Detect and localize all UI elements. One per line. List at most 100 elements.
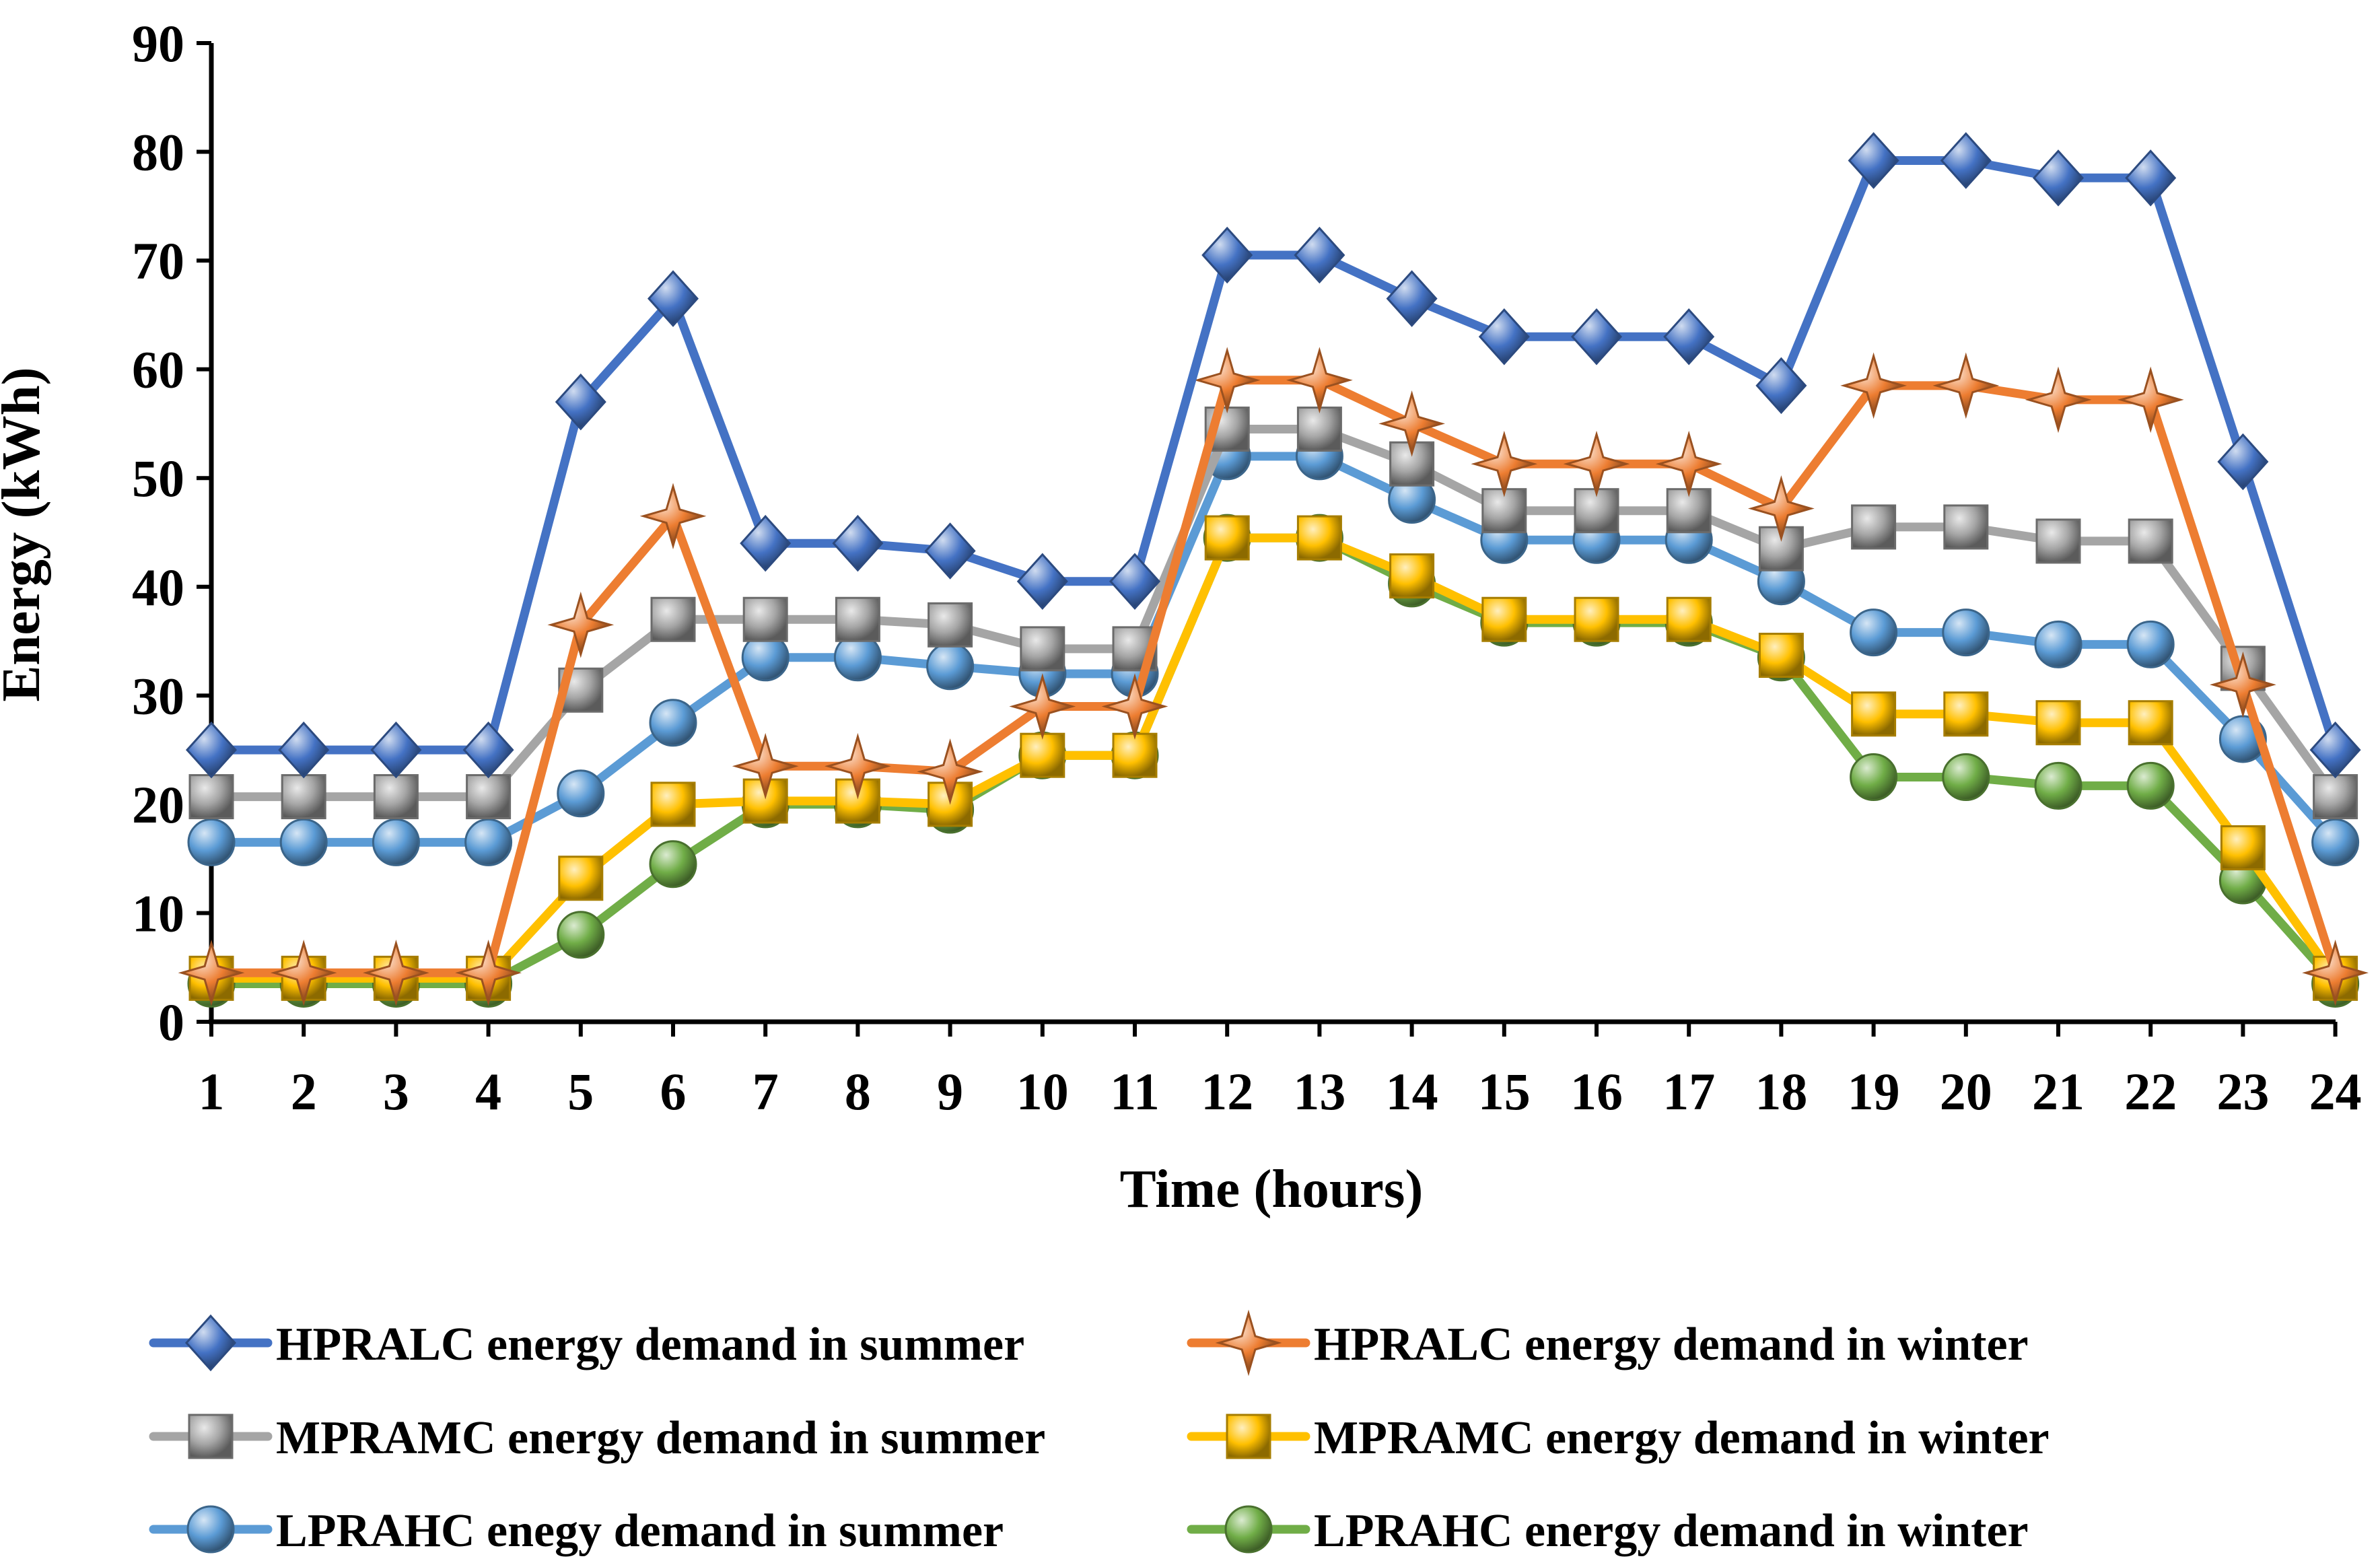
legend-label: LPRAHC energy demand in winter [1314, 1505, 2029, 1557]
y-tick-label: 10 [132, 884, 184, 942]
data-point [1666, 596, 1712, 642]
data-point [1942, 608, 1990, 657]
data-point [372, 818, 420, 866]
x-tick-label: 19 [1848, 1062, 1900, 1121]
data-point [1386, 270, 1438, 327]
data-point [2311, 818, 2360, 866]
data-point [1574, 596, 1619, 642]
data-point [639, 483, 707, 550]
x-tick-label: 13 [1293, 1062, 1345, 1121]
x-tick-label: 4 [475, 1062, 501, 1121]
legend-label: MPRAMC energy demand in summer [276, 1412, 1045, 1464]
x-tick-label: 1 [199, 1062, 225, 1121]
legend-item: MPRAMC energy demand in summer [149, 1412, 1045, 1464]
data-point [732, 732, 799, 800]
data-point [1563, 430, 1630, 497]
data-point [2210, 651, 2276, 718]
data-point [547, 591, 615, 658]
data-point [1663, 308, 1715, 365]
data-point [1943, 504, 1989, 550]
data-point [1471, 430, 1538, 497]
legend-item: MPRAMC energy demand in winter [1187, 1412, 2050, 1464]
data-point [649, 699, 697, 747]
data-point [178, 939, 245, 1006]
y-tick-label: 0 [158, 993, 184, 1051]
data-point [1294, 226, 1345, 284]
data-point [187, 818, 236, 866]
x-tick-label: 2 [291, 1062, 317, 1121]
series-3 [188, 515, 2358, 1001]
data-point [373, 774, 419, 820]
data-point [1201, 226, 1253, 284]
data-point [742, 596, 788, 642]
legend-item: HPRALC energy demand in winter [1187, 1309, 2029, 1377]
data-point [1840, 352, 1907, 419]
data-point [557, 911, 605, 959]
data-point [555, 373, 606, 431]
data-point [1478, 308, 1530, 365]
data-point [370, 721, 422, 779]
data-point [650, 596, 696, 642]
data-point [1481, 596, 1527, 642]
x-tick-label: 24 [2309, 1062, 2362, 1121]
data-point [1389, 553, 1435, 599]
y-tick-label: 80 [132, 123, 184, 182]
data-point [2125, 149, 2177, 207]
data-point [1943, 691, 1989, 737]
data-point [924, 522, 976, 580]
data-point [270, 939, 337, 1006]
x-tick-label: 23 [2216, 1062, 2269, 1121]
data-point [649, 840, 697, 889]
data-point [2302, 939, 2369, 1006]
y-axis-title: Energy (kWh) [0, 367, 51, 701]
data-point [832, 514, 884, 572]
data-point [1009, 673, 1076, 740]
data-point [1020, 626, 1065, 672]
data-point [2025, 366, 2092, 433]
x-tick-label: 7 [753, 1062, 779, 1121]
data-point [650, 781, 696, 827]
y-tick-label: 90 [132, 14, 184, 73]
x-tick-label: 12 [1201, 1062, 1253, 1121]
data-point [278, 721, 330, 779]
data-point [2309, 721, 2361, 779]
legend-label: HPRALC energy demand in summer [276, 1319, 1024, 1370]
legend-item: HPRALC energy demand in summer [149, 1314, 1024, 1372]
data-point [740, 514, 792, 572]
data-point [1109, 553, 1161, 610]
data-point [279, 818, 328, 866]
x-tick-label: 21 [2032, 1062, 2085, 1121]
data-point [926, 642, 975, 691]
data-point [1296, 407, 1342, 452]
data-point [2217, 433, 2269, 491]
data-point [1112, 732, 1158, 778]
data-point [835, 596, 880, 642]
y-tick-label: 20 [132, 775, 184, 834]
data-point [2032, 149, 2085, 207]
legend-label: MPRAMC energy demand in winter [1314, 1412, 2050, 1464]
data-point [1193, 347, 1261, 414]
data-point [825, 732, 891, 800]
x-tick-label: 9 [937, 1062, 963, 1121]
x-tick-label: 16 [1570, 1062, 1623, 1121]
x-tick-label: 6 [660, 1062, 687, 1121]
data-point [1296, 515, 1342, 561]
data-point [1655, 430, 1722, 497]
data-point [1101, 673, 1168, 740]
x-tick-label: 20 [1940, 1062, 1992, 1121]
data-point [2128, 518, 2173, 564]
data-point [1851, 691, 1897, 737]
data-point [2035, 518, 2081, 564]
data-point [1940, 132, 1992, 189]
legend-swatch-marker [1226, 1414, 1271, 1459]
x-axis-title: Time (hours) [1120, 1158, 1424, 1219]
data-point [1286, 347, 1353, 414]
data-point [455, 939, 522, 1006]
x-tick-label: 10 [1016, 1062, 1069, 1121]
data-point [557, 769, 605, 818]
data-point [464, 818, 513, 866]
data-point [1016, 553, 1068, 610]
series-line [207, 376, 2340, 977]
data-point [647, 270, 699, 327]
